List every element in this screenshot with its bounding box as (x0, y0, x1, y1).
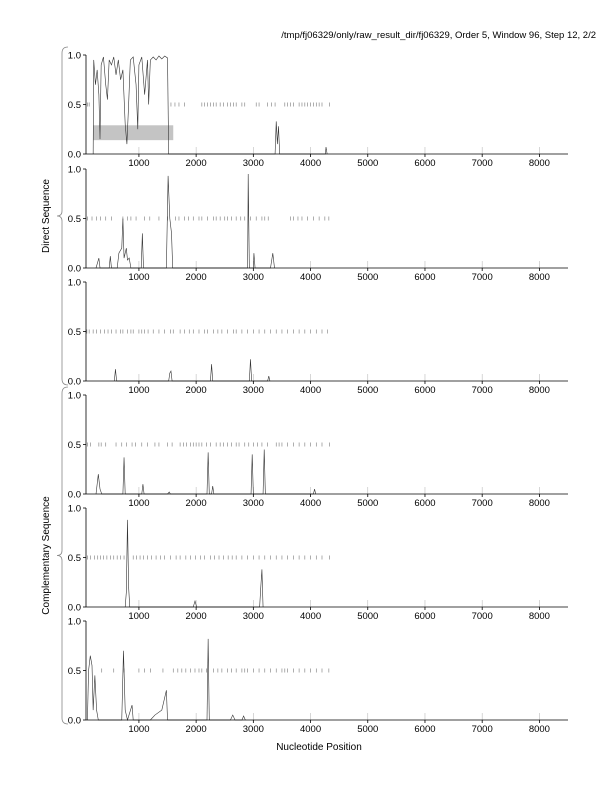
y-tick-label: 1.0 (68, 278, 81, 289)
panel-5: 0.0 0.5 1.0 1000 2000 3000 4000 5000 6000 7000 800… (68, 504, 568, 622)
x-tick-label: 5000 (357, 385, 378, 396)
y-tick-label: 0.5 (68, 214, 81, 225)
y-tick-label: 1.0 (68, 504, 81, 515)
x-tick-label: 2000 (186, 724, 207, 735)
x-tick-label: 5000 (357, 158, 378, 169)
y-tick-label: 1.0 (68, 165, 81, 176)
series-line (87, 638, 246, 722)
x-tick-label: 2000 (186, 498, 207, 509)
x-tick-label: 6000 (414, 272, 435, 283)
x-tick-label: 3000 (243, 498, 264, 509)
x-tick-label: 6000 (414, 498, 435, 509)
x-tick-label: 3000 (243, 385, 264, 396)
group-label: Complementary Sequence (41, 496, 52, 615)
y-tick-label: 0.5 (68, 553, 81, 564)
panel-3: 0.0 0.5 1.0 1000 2000 3000 4000 5000 6000 7000 800… (68, 278, 568, 396)
x-tick-label: 8000 (529, 724, 550, 735)
x-tick-label: 2000 (186, 158, 207, 169)
panel-6: 0.0 0.5 1.0 1000 2000 3000 4000 5000 6000 7000 800… (68, 617, 568, 735)
panel-2: 0.0 0.5 1.0 1000 2000 3000 4000 5000 6000 7000 800… (68, 165, 568, 283)
x-tick-label: 3000 (243, 158, 264, 169)
x-tick-label: 8000 (529, 272, 550, 283)
x-tick-label: 2000 (186, 272, 207, 283)
x-tick-label: 4000 (300, 272, 321, 283)
x-tick-label: 5000 (357, 724, 378, 735)
x-tick-label: 4000 (300, 611, 321, 622)
y-tick-label: 0.0 (68, 150, 81, 161)
group-label: Direct Sequence (41, 179, 52, 253)
group-brace (56, 46, 69, 386)
x-tick-label: 7000 (472, 611, 493, 622)
x-tick-label: 7000 (472, 158, 493, 169)
y-tick-label: 0.5 (68, 440, 81, 451)
series-line (95, 173, 275, 269)
x-tick-label: 8000 (529, 385, 550, 396)
series-line (124, 519, 264, 608)
y-tick-label: 0.5 (68, 327, 81, 338)
x-tick-label: 4000 (300, 498, 321, 509)
y-tick-label: 0.0 (68, 716, 81, 727)
x-tick-label: 5000 (357, 272, 378, 283)
y-tick-label: 1.0 (68, 391, 81, 402)
x-tick-label: 1000 (128, 158, 149, 169)
x-tick-label: 5000 (357, 498, 378, 509)
x-tick-label: 5000 (357, 611, 378, 622)
x-tick-label: 3000 (243, 611, 264, 622)
y-tick-label: 1.0 (68, 51, 81, 62)
x-tick-label: 1000 (128, 611, 149, 622)
y-tick-label: 0.0 (68, 490, 81, 501)
x-tick-label: 6000 (414, 385, 435, 396)
x-tick-label: 8000 (529, 158, 550, 169)
x-tick-label: 1000 (128, 272, 149, 283)
x-tick-label: 7000 (472, 385, 493, 396)
x-tick-label: 2000 (186, 385, 207, 396)
x-tick-label: 1000 (128, 498, 149, 509)
y-tick-label: 0.0 (68, 603, 81, 614)
y-tick-label: 0.5 (68, 100, 81, 111)
x-tick-label: 4000 (300, 385, 321, 396)
y-tick-label: 0.5 (68, 666, 81, 677)
series-line (114, 359, 271, 382)
chart-title: /tmp/fj06329/only/raw_result_dir/fj06329… (281, 30, 596, 41)
shaded-region (93, 125, 174, 141)
x-tick-label: 6000 (414, 158, 435, 169)
x-tick-label: 4000 (300, 724, 321, 735)
x-tick-label: 8000 (529, 498, 550, 509)
x-tick-label: 8000 (529, 611, 550, 622)
x-tick-label: 6000 (414, 724, 435, 735)
x-tick-label: 6000 (414, 611, 435, 622)
x-tick-label: 7000 (472, 272, 493, 283)
group-brace (56, 386, 69, 725)
x-axis-label: Nucleotide Position (276, 742, 362, 753)
panel-1: 0.0 0.5 1.0 1000 2000 3000 4000 5000 6000 7000 800… (68, 51, 568, 169)
panel-4: 0.0 0.5 1.0 1000 2000 3000 4000 5000 6000 7000 800… (68, 391, 568, 509)
y-tick-label: 1.0 (68, 617, 81, 628)
series-line (95, 449, 316, 495)
y-tick-label: 0.0 (68, 264, 81, 275)
y-tick-label: 0.0 (68, 377, 81, 388)
x-tick-label: 3000 (243, 724, 264, 735)
x-tick-label: 7000 (472, 724, 493, 735)
x-tick-label: 2000 (186, 611, 207, 622)
x-tick-label: 7000 (472, 498, 493, 509)
x-tick-label: 1000 (128, 724, 149, 735)
x-tick-label: 4000 (300, 158, 321, 169)
x-tick-label: 3000 (243, 272, 264, 283)
x-tick-label: 1000 (128, 385, 149, 396)
